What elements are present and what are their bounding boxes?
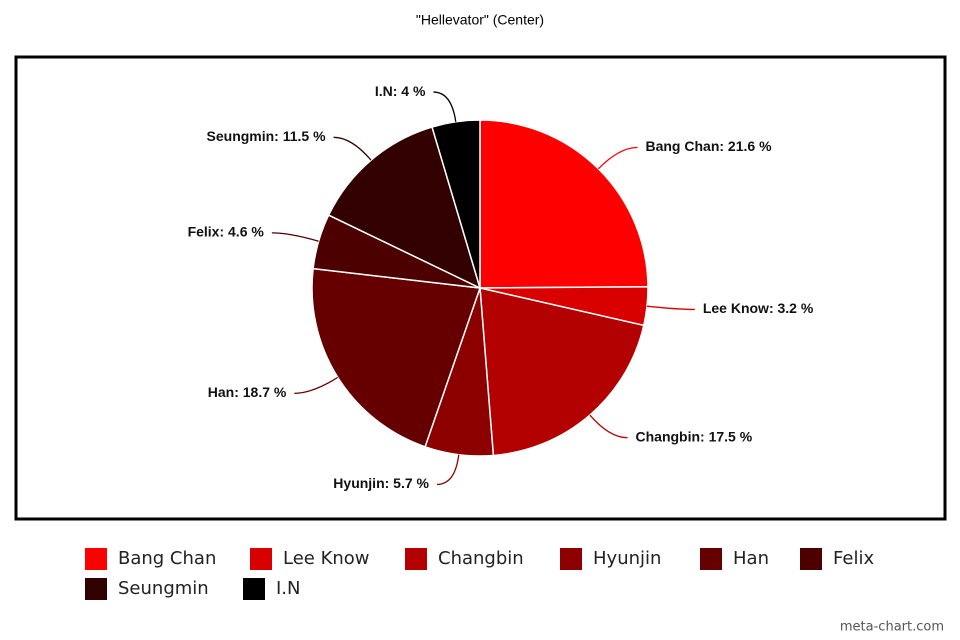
- legend-label: Changbin: [438, 548, 524, 569]
- pie-slice: [431, 119, 481, 289]
- leader-line: [271, 232, 319, 242]
- legend-swatch: [85, 548, 107, 570]
- legend-label: Han: [733, 548, 769, 569]
- legend-label: Hyunjin: [593, 548, 661, 569]
- legend-swatch: [560, 548, 582, 570]
- data-label: Han: 18.7 %: [208, 384, 287, 400]
- data-label: Seungmin: 11.5 %: [207, 128, 327, 144]
- data-label: Hyunjin: 5.7 %: [333, 475, 429, 491]
- leader-line: [294, 376, 339, 394]
- leader-line: [333, 136, 372, 161]
- legend-label: Seungmin: [118, 578, 209, 599]
- pie-slice: [479, 119, 649, 289]
- leader-line: [646, 305, 695, 311]
- pie-slice: [327, 126, 482, 290]
- legend-label: Lee Know: [283, 548, 370, 569]
- data-label: Changbin: 17.5 %: [636, 428, 753, 444]
- legend-swatch: [405, 548, 427, 570]
- legend-swatch: [700, 548, 722, 570]
- data-label: I.N: 4 %: [375, 83, 426, 99]
- chart-title: "Hellevator" (Center): [416, 12, 544, 28]
- leader-line: [589, 414, 628, 439]
- plot-frame: [14, 55, 947, 521]
- legend-swatch: [85, 578, 107, 600]
- legend-swatch: [800, 548, 822, 570]
- legend-label: Felix: [833, 548, 874, 569]
- legend-label: I.N: [276, 578, 301, 599]
- pie-slice: [311, 267, 482, 448]
- footer: meta-chart.com: [840, 620, 944, 635]
- data-label: Bang Chan: 21.6 %: [645, 138, 772, 154]
- legend-swatch: [243, 578, 265, 600]
- data-label: Lee Know: 3.2 %: [703, 300, 814, 316]
- leader-line: [433, 91, 457, 122]
- data-label: Felix: 4.6 %: [188, 224, 265, 240]
- leader-line: [597, 146, 638, 170]
- leader-line: [436, 454, 460, 486]
- legend-swatch: [250, 548, 272, 570]
- legend-label: Bang Chan: [118, 548, 216, 569]
